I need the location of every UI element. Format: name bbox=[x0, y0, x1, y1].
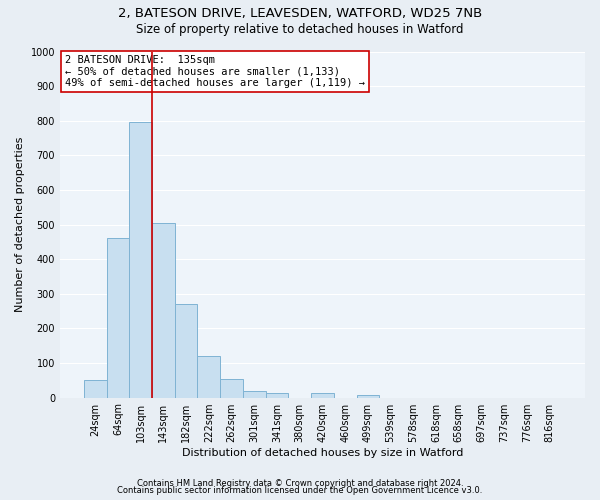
Bar bbox=[84, 380, 107, 398]
Bar bbox=[266, 393, 289, 398]
Y-axis label: Number of detached properties: Number of detached properties bbox=[15, 137, 25, 312]
Bar bbox=[152, 223, 175, 398]
Text: Size of property relative to detached houses in Watford: Size of property relative to detached ho… bbox=[136, 22, 464, 36]
Bar bbox=[107, 238, 129, 398]
Text: 2, BATESON DRIVE, LEAVESDEN, WATFORD, WD25 7NB: 2, BATESON DRIVE, LEAVESDEN, WATFORD, WD… bbox=[118, 8, 482, 20]
Bar bbox=[243, 390, 266, 398]
Bar bbox=[220, 378, 243, 398]
Bar bbox=[175, 304, 197, 398]
Text: Contains HM Land Registry data © Crown copyright and database right 2024.: Contains HM Land Registry data © Crown c… bbox=[137, 478, 463, 488]
Bar bbox=[129, 122, 152, 398]
X-axis label: Distribution of detached houses by size in Watford: Distribution of detached houses by size … bbox=[182, 448, 463, 458]
Text: Contains public sector information licensed under the Open Government Licence v3: Contains public sector information licen… bbox=[118, 486, 482, 495]
Text: 2 BATESON DRIVE:  135sqm
← 50% of detached houses are smaller (1,133)
49% of sem: 2 BATESON DRIVE: 135sqm ← 50% of detache… bbox=[65, 55, 365, 88]
Bar bbox=[311, 394, 334, 398]
Bar bbox=[356, 395, 379, 398]
Bar bbox=[197, 356, 220, 398]
